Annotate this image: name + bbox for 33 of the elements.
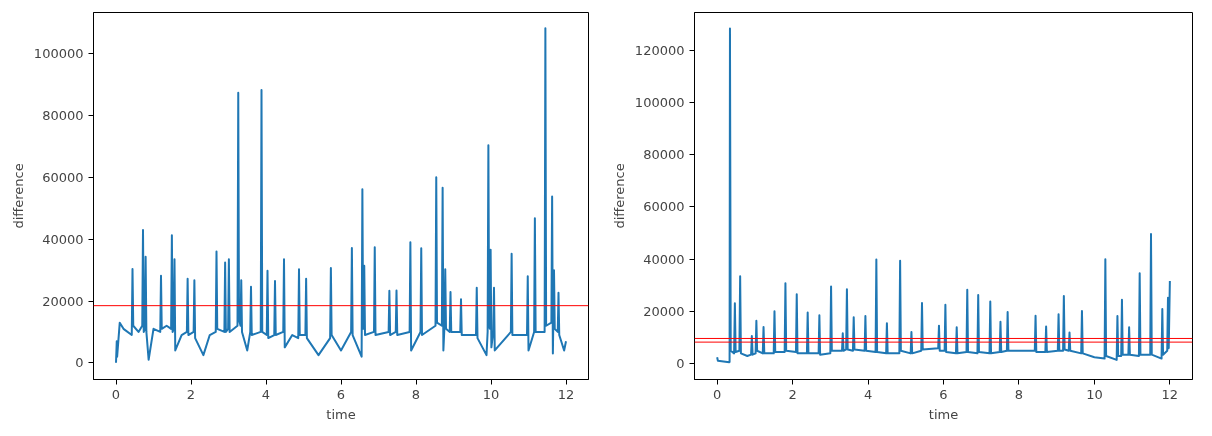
x-tick-label: 4 <box>863 386 873 402</box>
x-axis-title: time <box>326 406 356 422</box>
y-tick-label: 0 <box>75 355 84 371</box>
x-tick-label: 8 <box>1014 386 1024 402</box>
y-tick-label: 80000 <box>643 147 685 163</box>
y-tick-label: 120000 <box>634 42 685 58</box>
x-tick-label: 6 <box>336 386 346 402</box>
line-series <box>115 27 567 364</box>
x-tick-label: 2 <box>788 386 797 402</box>
y-tick-label: 20000 <box>42 293 84 309</box>
y-axis-title: difference <box>611 163 627 229</box>
x-tick-label: 8 <box>411 386 421 402</box>
x-tick-label: 12 <box>557 386 575 402</box>
y-tick-label: 60000 <box>643 199 685 215</box>
x-tick-label: 6 <box>939 386 948 402</box>
y-tick-label: 60000 <box>42 169 84 185</box>
x-tick-label: 4 <box>261 386 271 402</box>
x-axis-title: time <box>928 406 959 422</box>
y-tick-label: 100000 <box>634 94 685 110</box>
line-series <box>716 27 1171 364</box>
x-tick-label: 0 <box>713 386 722 402</box>
x-tick-label: 2 <box>186 386 196 402</box>
y-tick-label: 0 <box>676 356 685 372</box>
y-tick-label: 80000 <box>42 108 84 124</box>
y-tick-label: 40000 <box>643 251 685 267</box>
y-tick-label: 20000 <box>643 304 685 320</box>
y-tick-label: 100000 <box>33 46 84 62</box>
x-tick-label: 0 <box>111 386 121 402</box>
x-tick-label: 12 <box>1161 386 1179 402</box>
y-axis-title: difference <box>10 163 26 229</box>
x-tick-label: 10 <box>482 386 500 402</box>
y-tick-label: 40000 <box>42 231 84 247</box>
x-tick-label: 10 <box>1086 386 1103 402</box>
